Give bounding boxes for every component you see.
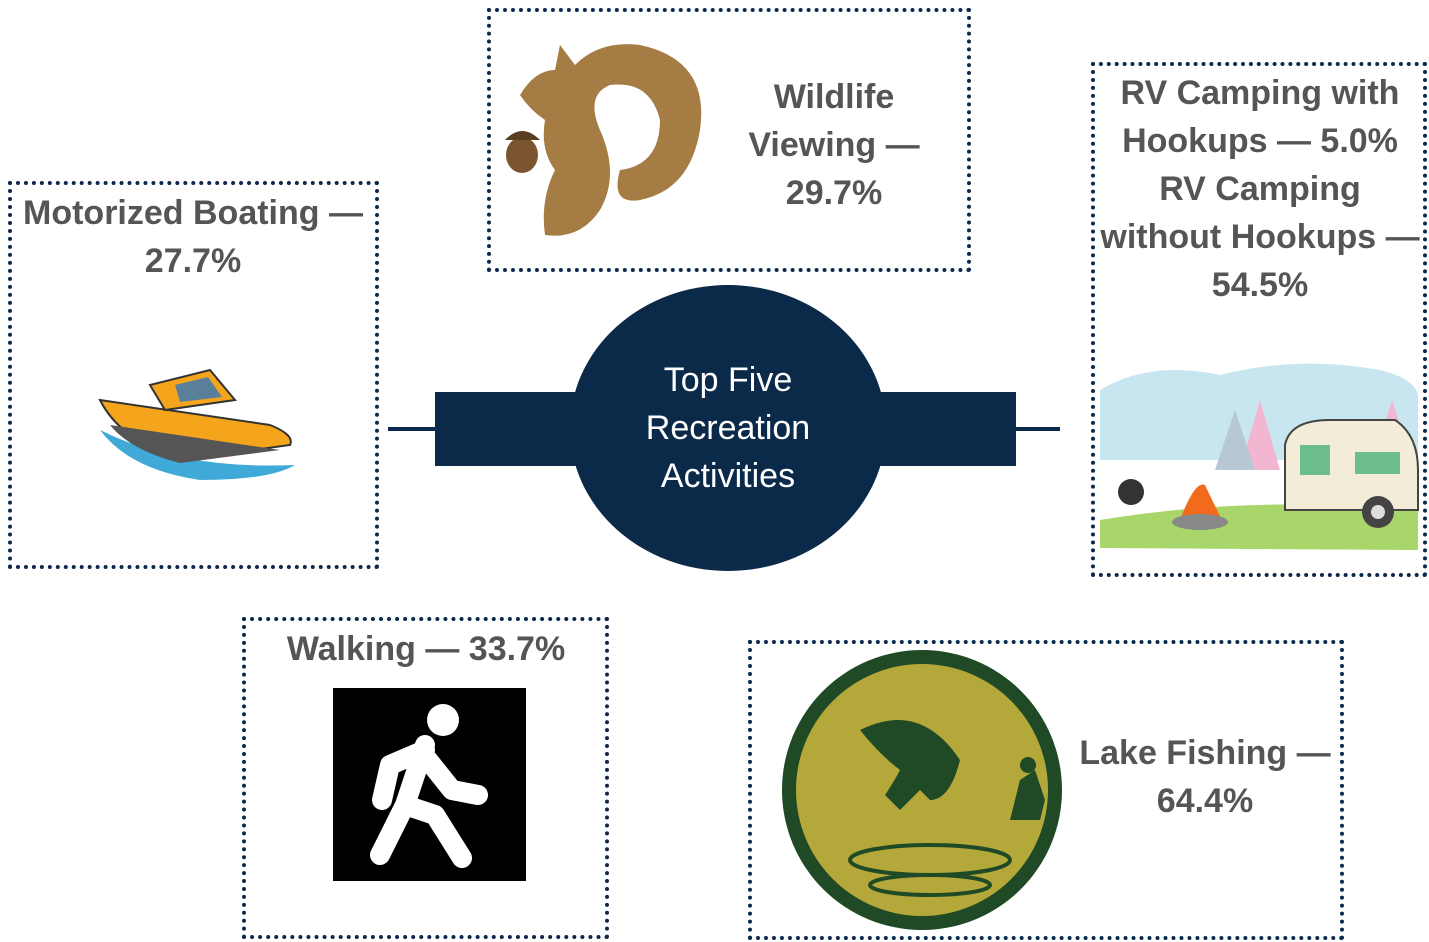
activity-label: RV Camping with Hookups — 5.0% RV Campin… <box>1095 69 1425 309</box>
activity-label: Motorized Boating — 27.7% <box>12 189 374 285</box>
page: Top Five Recreation Activities Motorized… <box>0 0 1429 942</box>
activity-label: Lake Fishing — 64.4% <box>1075 729 1335 825</box>
activity-label: Walking — 33.7% <box>246 625 606 673</box>
center-title: Top Five Recreation Activities <box>598 356 858 500</box>
activity-label: Wildlife Viewing — 29.7% <box>720 73 948 217</box>
